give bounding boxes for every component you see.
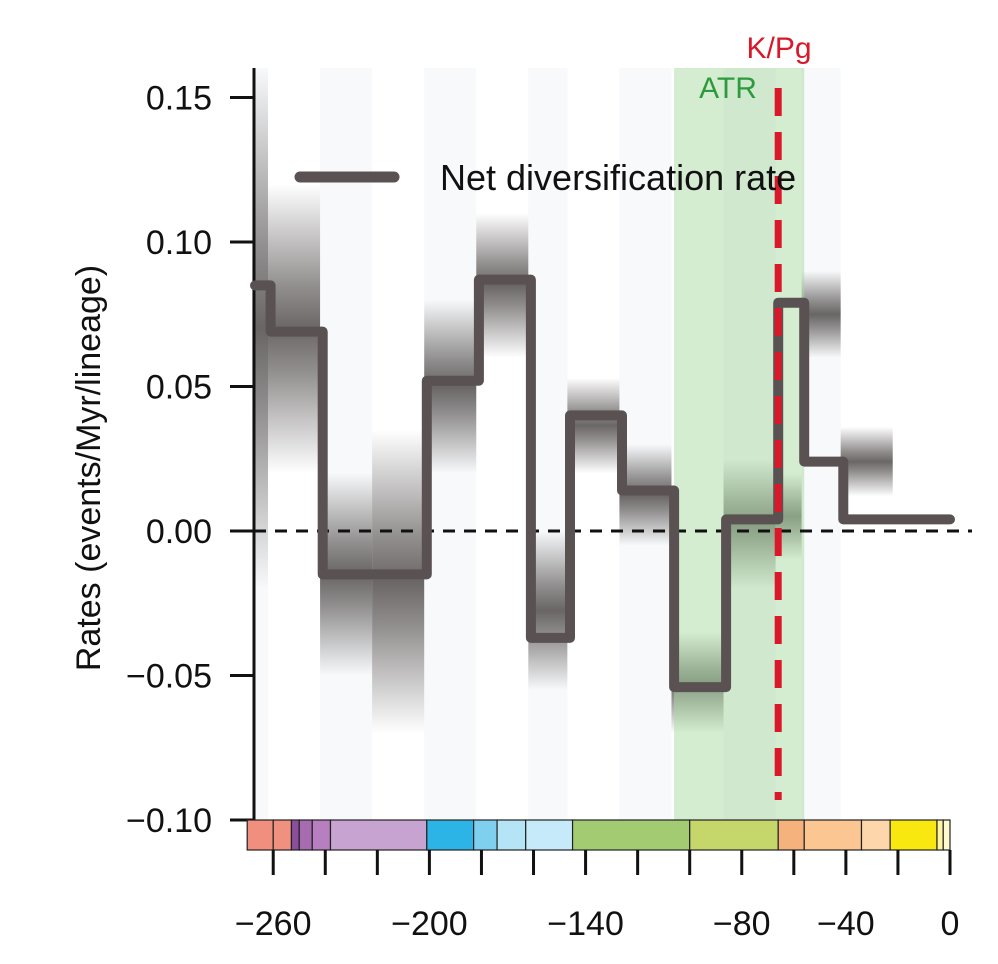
timescale-segment (311, 819, 332, 851)
series-line-net-diversification (250, 274, 955, 693)
uncertainty-segment (252, 68, 269, 589)
x-tick-label: −260 (235, 905, 312, 943)
background-stripe (619, 68, 672, 820)
timescale-segment (246, 819, 274, 851)
timescale-segment (571, 819, 691, 851)
timescale-segment (473, 819, 498, 851)
x-tick-label: −140 (547, 905, 624, 943)
y-tick-label: 0.00 (146, 513, 212, 551)
timescale-segment (496, 819, 527, 851)
y-tick-label: 0.15 (146, 80, 212, 118)
kpg-label: K/Pg (746, 32, 811, 65)
tick-layer: −260 −200 −140 −80 −40 0 (235, 850, 960, 943)
legend: Net diversification rate (294, 157, 796, 198)
uncertainty-segment (372, 429, 425, 734)
uncertainty-segment (567, 377, 620, 474)
timescale-segment (689, 819, 779, 851)
timescale-segment (803, 819, 863, 851)
timescale-segment (290, 819, 300, 851)
legend-label: Net diversification rate (440, 157, 796, 198)
timescale-segment (889, 819, 938, 851)
uncertainty-segment (840, 426, 893, 497)
x-tick-label: −80 (713, 905, 771, 943)
y-tick-label: 0.10 (146, 224, 212, 262)
axes: 0.15 0.10 0.05 0.00 −0.05 −0.10 (126, 68, 256, 840)
uncertainty-segment (476, 213, 529, 358)
y-axis-title: Rates (events/Myr/lineage) (70, 265, 108, 671)
timescale-bar (246, 819, 951, 851)
timescale-segment (329, 819, 428, 851)
timescale-segment (525, 819, 574, 851)
timescale-segment (426, 819, 475, 851)
x-tick-label: −40 (817, 905, 875, 943)
x-tick-label: −200 (391, 905, 468, 943)
timescale-segment (777, 819, 805, 851)
uncertainty-segment (424, 299, 477, 474)
timescale-segment (860, 819, 891, 851)
background-stripe (320, 68, 373, 820)
atr-label: ATR (699, 72, 757, 105)
timescale-segment (272, 819, 293, 851)
series-layer (250, 274, 955, 693)
timescale-segment (298, 819, 313, 851)
timescale-segment (936, 819, 944, 851)
y-tick-label: −0.10 (126, 802, 212, 840)
timescale-segment (942, 819, 951, 851)
y-tick-label: 0.05 (146, 369, 212, 407)
y-tick-label: −0.05 (126, 658, 212, 696)
x-tick-label: 0 (941, 905, 960, 943)
